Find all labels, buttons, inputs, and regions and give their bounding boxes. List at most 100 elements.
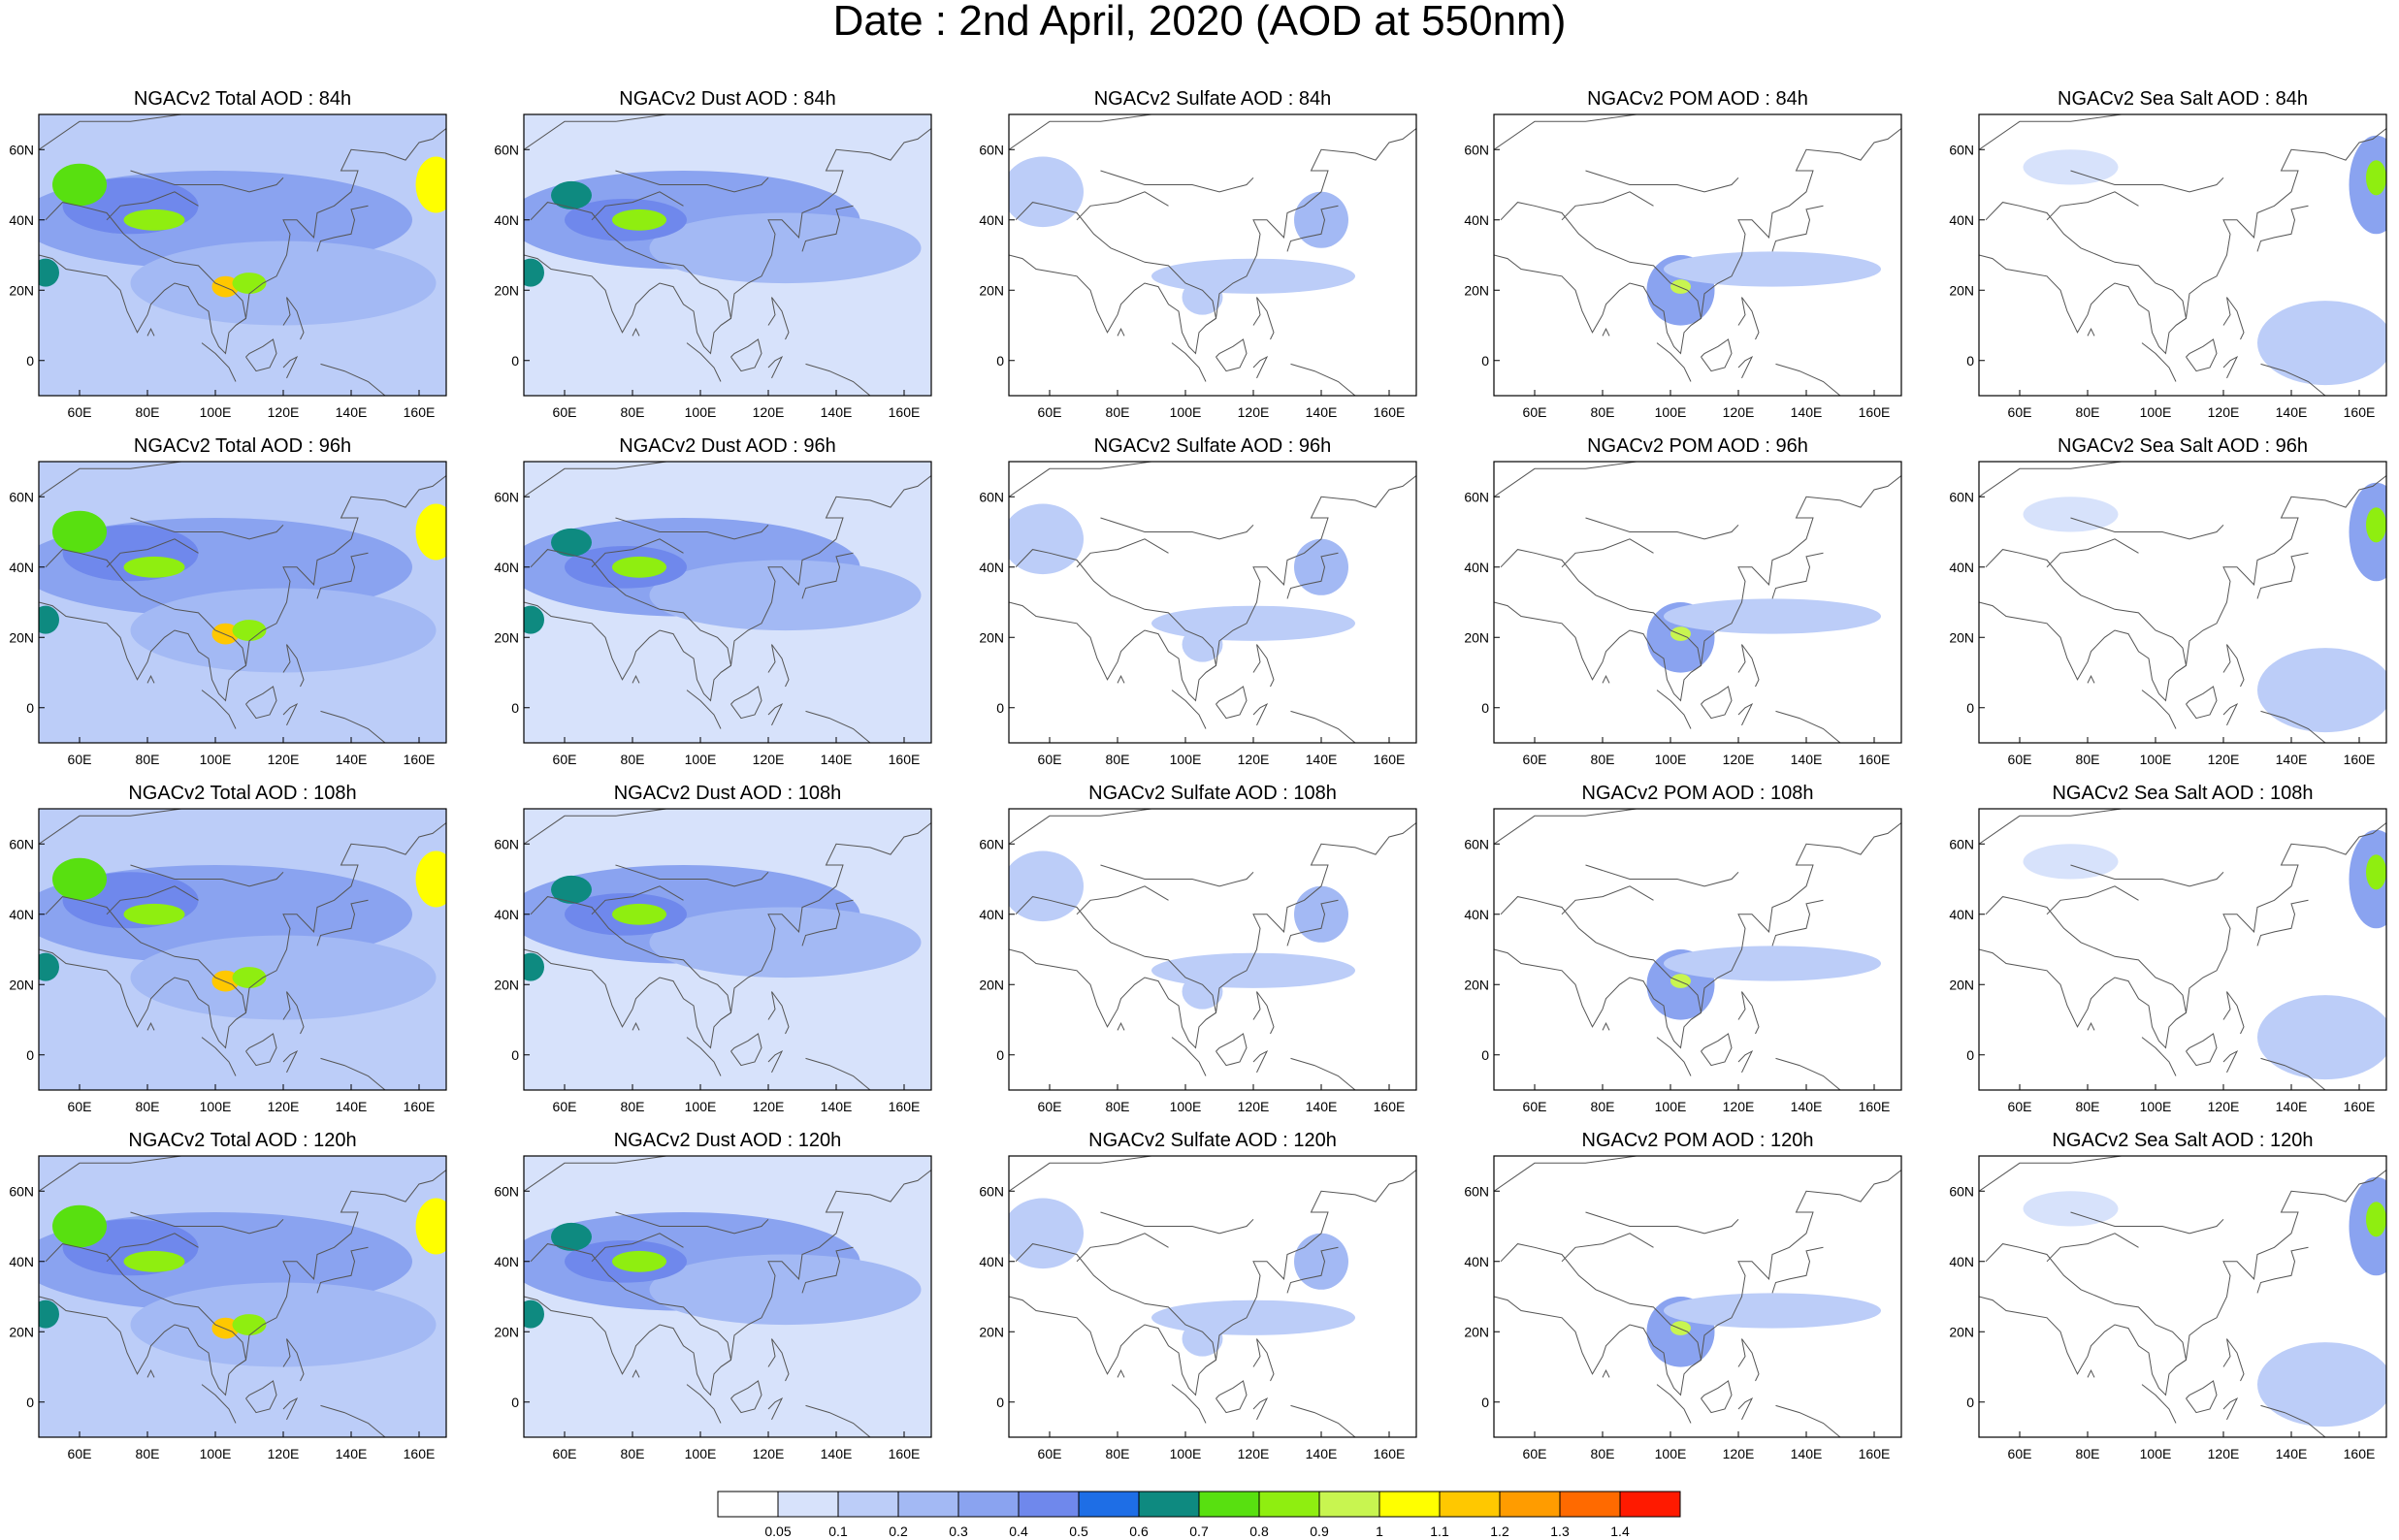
aod-plume: [1664, 1293, 1881, 1329]
map-panel-dust-84h: NGACv2 Dust AOD : 84h 60E 80E 100E 120E 140E 1…: [485, 87, 970, 420]
x-tick-label: 100E: [1170, 404, 1202, 420]
aod-plume: [2366, 160, 2386, 196]
panel-title: NGACv2 Sea Salt AOD : 96h: [2058, 435, 2308, 457]
coastline: [245, 1033, 277, 1067]
map-plot: 60E 80E 100E 120E 140E 160E 60N 40N 20N 0: [979, 1155, 1417, 1461]
coastline: [686, 1037, 722, 1076]
x-tick-label: 60E: [2008, 404, 2032, 420]
x-tick-label: 80E: [1591, 752, 1615, 767]
y-tick-label: 40N: [979, 560, 1004, 575]
aod-plume: [2023, 497, 2119, 532]
coastline: [801, 205, 854, 252]
x-tick-label: 160E: [1374, 752, 1406, 767]
x-tick-label: 100E: [200, 752, 232, 767]
coastline: [686, 690, 722, 729]
aod-plume: [649, 212, 922, 284]
map-panel-sulfate-108h: NGACv2 Sulfate AOD : 108h 60E 80E 100E 120E 1…: [970, 782, 1455, 1114]
map-panel-pom-96h: NGACv2 POM AOD : 96h 60E 80E 100E 120E 140E 16…: [1455, 434, 1940, 767]
coastline: [130, 170, 284, 193]
coastline: [1494, 1156, 1637, 1192]
coastline: [1602, 1368, 1610, 1378]
aod-background: [1009, 1156, 1416, 1437]
coastline: [1494, 549, 1702, 702]
coastline: [2222, 644, 2245, 688]
coastline: [524, 202, 732, 355]
coastline: [1290, 363, 1356, 396]
aod-plume: [2257, 1342, 2386, 1428]
colorbar-label: 0.9: [1310, 1524, 1329, 1539]
coastline: [730, 1380, 762, 1414]
y-tick-label: 40N: [1464, 907, 1489, 922]
y-tick-label: 40N: [1464, 212, 1489, 228]
x-tick-label: 60E: [68, 1099, 92, 1114]
x-tick-label: 80E: [2076, 752, 2100, 767]
coastline: [1979, 1243, 2188, 1396]
y-tick-label: 0: [511, 700, 519, 716]
x-tick-label: 140E: [336, 404, 368, 420]
x-tick-label: 140E: [821, 404, 853, 420]
aod-background: [1009, 114, 1416, 396]
coastline: [316, 1246, 369, 1294]
x-tick-label: 100E: [200, 1446, 232, 1461]
coastline: [2141, 1384, 2177, 1424]
x-tick-label: 120E: [1238, 1446, 1270, 1461]
x-tick-label: 80E: [1591, 1099, 1615, 1114]
y-tick-label: 0: [1481, 1395, 1489, 1410]
x-tick-label: 140E: [1306, 1446, 1338, 1461]
coastline: [805, 710, 871, 743]
coastline: [282, 1396, 299, 1421]
coastline: [730, 1033, 762, 1067]
plot-frame: [38, 113, 447, 397]
coastline: [1117, 1368, 1125, 1378]
x-tick-label: 140E: [1791, 1446, 1823, 1461]
coastline: [1494, 202, 1702, 355]
aod-plume: [1670, 1321, 1691, 1335]
coastline: [767, 702, 784, 726]
coastline: [767, 644, 790, 688]
coastline: [1494, 809, 1637, 845]
coastline: [767, 1396, 784, 1421]
x-tick-label: 60E: [1523, 1099, 1547, 1114]
panel-title: NGACv2 Dust AOD : 120h: [613, 1130, 842, 1151]
x-tick-label: 160E: [2344, 1099, 2376, 1114]
x-tick-label: 60E: [1038, 1099, 1062, 1114]
map-panel-total-120h: NGACv2 Total AOD : 120h 60E 80E 100E 120E 140…: [0, 1129, 485, 1461]
y-tick-label: 60N: [494, 1183, 519, 1199]
x-tick-label: 60E: [553, 404, 577, 420]
colorbar-label: 1.2: [1490, 1524, 1509, 1539]
x-tick-label: 100E: [685, 1099, 717, 1114]
aod-plume: [2366, 854, 2386, 890]
y-tick-label: 40N: [9, 560, 34, 575]
x-tick-label: 160E: [1859, 1099, 1891, 1114]
aod-plume: [1670, 974, 1691, 988]
aod-plume: [551, 875, 592, 904]
coastline: [146, 1368, 155, 1378]
x-tick-label: 60E: [553, 752, 577, 767]
coastline: [2260, 1057, 2326, 1090]
coastline: [282, 1049, 299, 1074]
x-tick-label: 140E: [821, 1099, 853, 1114]
map-panel-sulfate-84h: NGACv2 Sulfate AOD : 84h 60E 80E 100E 120E 14…: [970, 87, 1455, 420]
coastline: [2260, 363, 2326, 396]
aod-plume: [2366, 1202, 2386, 1237]
x-tick-label: 140E: [336, 752, 368, 767]
coastline: [235, 822, 446, 1020]
map-panel-pom-120h: NGACv2 POM AOD : 120h 60E 80E 100E 120E 140E 1…: [1455, 1129, 1940, 1461]
x-tick-label: 80E: [2076, 1099, 2100, 1114]
coastline: [130, 517, 284, 540]
x-tick-label: 140E: [336, 1446, 368, 1461]
aod-plume: [130, 588, 437, 673]
coastline: [2222, 1049, 2239, 1074]
panel-title: NGACv2 Total AOD : 108h: [128, 783, 357, 804]
coastline: [1252, 1049, 1269, 1074]
aod-plume: [2023, 844, 2119, 880]
coastline: [1737, 991, 1760, 1035]
y-tick-label: 0: [996, 700, 1004, 716]
aod-plume: [612, 903, 666, 925]
aod-plume: [2023, 1191, 2119, 1227]
colorbar-label: 0.7: [1189, 1524, 1209, 1539]
coastline: [39, 1243, 247, 1396]
y-tick-label: 20N: [1464, 977, 1489, 992]
map-plot: 60E 80E 100E 120E 140E 160E 60N 40N 20N 0: [1464, 808, 1902, 1114]
aod-plume: [612, 1250, 666, 1272]
